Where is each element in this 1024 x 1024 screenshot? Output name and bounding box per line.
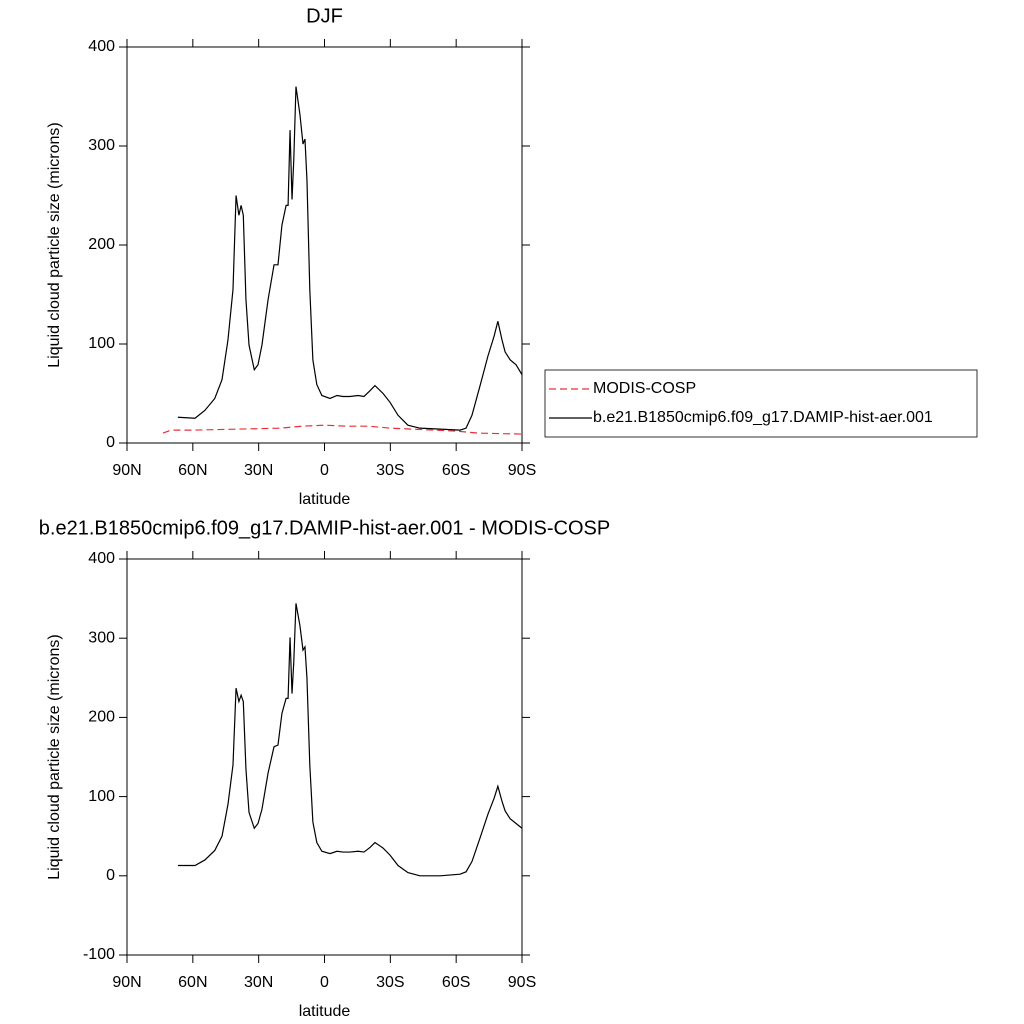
x-tick-label: 60N (178, 462, 207, 479)
plot-frame (126, 558, 523, 956)
x-tick-label: 0 (320, 974, 329, 991)
chart-title: DJF (306, 5, 343, 27)
plot-frame (126, 46, 523, 444)
y-tick-label: 100 (88, 788, 115, 805)
x-tick-label: 30N (244, 462, 273, 479)
x-tick-label: 90S (508, 974, 536, 991)
y-tick-label: 300 (88, 629, 115, 646)
y-tick-label: 200 (88, 236, 115, 253)
y-tick-label: 200 (88, 709, 115, 726)
y-axis-label: Liquid cloud particle size (microns) (46, 634, 63, 879)
y-tick-label: 100 (88, 335, 115, 352)
y-tick-label: 0 (106, 434, 115, 451)
x-tick-label: 60N (178, 974, 207, 991)
data-line (177, 603, 523, 877)
chart-title: b.e21.B1850cmip6.f09_g17.DAMIP-hist-aer.… (39, 517, 610, 539)
x-tick-label: 90S (508, 462, 536, 479)
y-tick-label: 0 (106, 867, 115, 884)
x-tick-label: 30S (376, 462, 404, 479)
x-axis-label: latitude (299, 491, 351, 508)
x-tick-label: 60S (442, 974, 470, 991)
y-tick-label: 300 (88, 137, 115, 154)
data-line (177, 86, 523, 431)
y-tick-label: 400 (88, 550, 115, 567)
x-tick-label: 30N (244, 974, 273, 991)
x-axis-label: latitude (299, 1003, 351, 1020)
x-tick-label: 90N (112, 974, 141, 991)
x-tick-label: 30S (376, 974, 404, 991)
data-line (162, 424, 523, 435)
y-axis-label: Liquid cloud particle size (microns) (46, 122, 63, 367)
y-tick-label: 400 (88, 38, 115, 55)
y-tick-label: -100 (83, 946, 115, 963)
x-tick-label: 90N (112, 462, 141, 479)
x-tick-label: 60S (442, 462, 470, 479)
legend-label: b.e21.B1850cmip6.f09_g17.DAMIP-hist-aer.… (593, 409, 933, 426)
legend-box (544, 369, 978, 438)
x-tick-label: 0 (320, 462, 329, 479)
legend-label: MODIS-COSP (593, 380, 696, 397)
